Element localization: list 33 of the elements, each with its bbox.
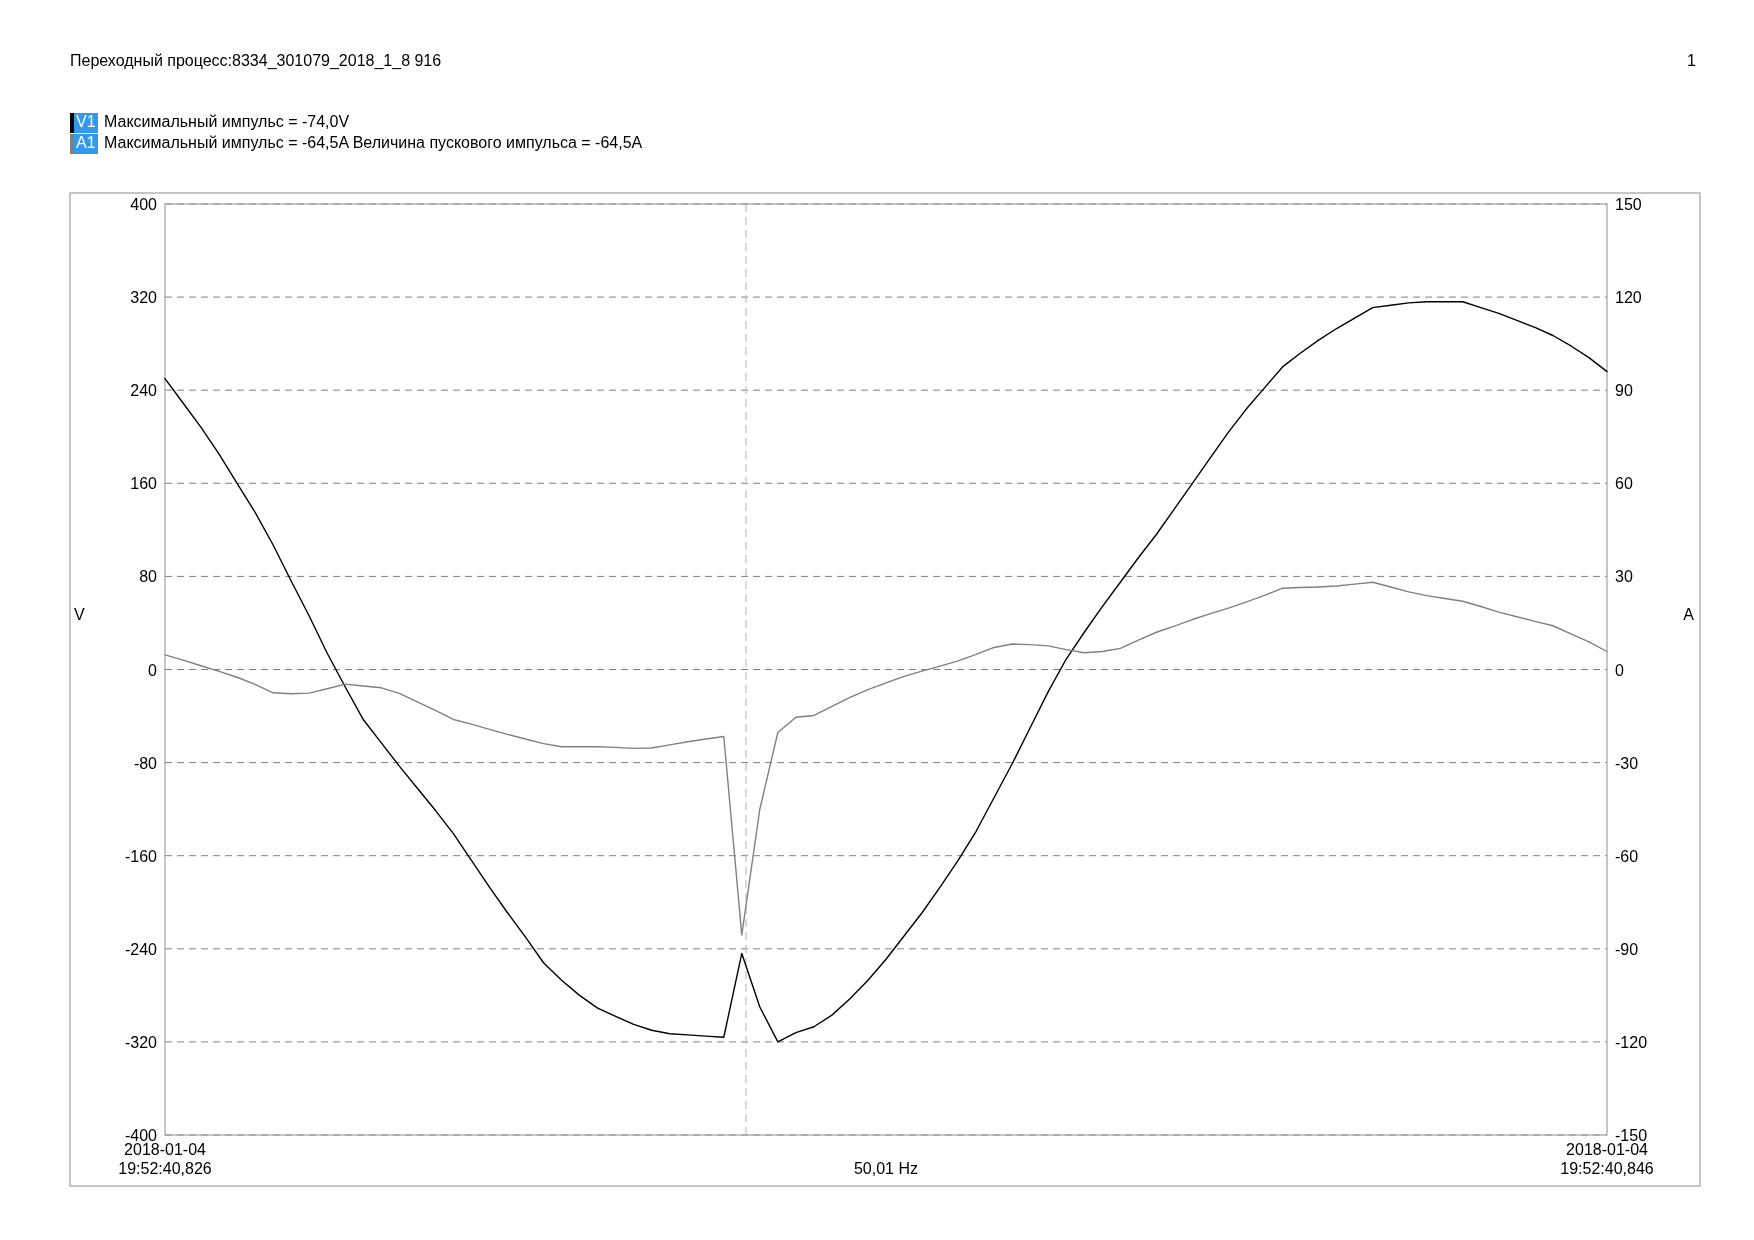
- y-axis-title: V: [74, 606, 85, 623]
- y2-tick-label: -150: [1615, 1127, 1648, 1144]
- y2-axis-title: A: [1683, 606, 1695, 623]
- y2-tick-label: -30: [1615, 754, 1639, 772]
- text: Максимальный импульс = -74,0V: [104, 113, 350, 130]
- y2-tick-label: 120: [1615, 289, 1642, 307]
- y2-tick-label: 150: [1615, 196, 1642, 213]
- y-tick-label: -320: [124, 1033, 158, 1051]
- y2-tick-label: 60: [1615, 475, 1633, 493]
- text: 1: [1687, 52, 1697, 69]
- y2-tick-label: 0: [1615, 661, 1624, 679]
- y-tick-label: 0: [148, 661, 158, 679]
- y2-tick-label: -90: [1615, 940, 1639, 958]
- line-series: [164, 301, 1608, 1043]
- y-tick-label: -400: [124, 1127, 158, 1144]
- y2-tick-label: -60: [1615, 847, 1639, 865]
- chart-title: Переходный процесс:8334_301079_2018_1_8 916: [70, 52, 442, 70]
- y-tick-label: 320: [130, 289, 158, 307]
- text: Максимальный импульс = -64,5A Величина пускового импульса = -64,5A: [104, 134, 643, 151]
- y-tick-label: -240: [124, 940, 158, 958]
- x-axis-title: 50,01 Hz: [853, 1160, 919, 1177]
- line-series: [164, 581, 1608, 936]
- x-tick-label: 2018-01-04 19:52:40,826: [118, 1141, 212, 1177]
- y-tick-label: 160: [130, 475, 158, 493]
- y-tick-label: 400: [130, 196, 158, 213]
- y-tick-label: -80: [133, 754, 158, 772]
- y-tick-label: 240: [130, 382, 158, 400]
- y-tick-label: -160: [124, 847, 158, 865]
- y2-tick-label: 90: [1615, 382, 1633, 400]
- y-tick-label: 80: [139, 568, 158, 586]
- y2-tick-label: 30: [1615, 568, 1633, 586]
- x-tick-label: 2018-01-04 19:52:40,846: [1560, 1141, 1654, 1177]
- y2-tick-label: -120: [1615, 1033, 1648, 1051]
